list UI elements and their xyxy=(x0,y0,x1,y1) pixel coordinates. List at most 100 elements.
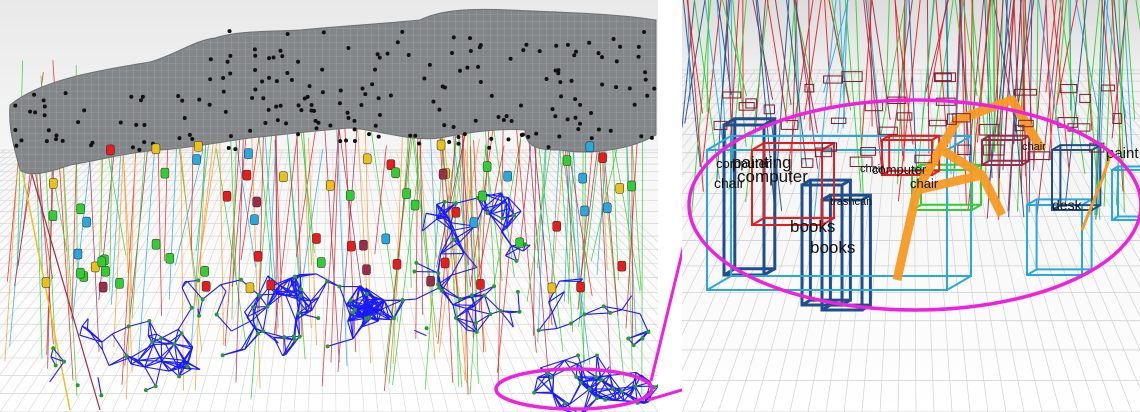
mesh-edge xyxy=(137,341,153,361)
mesh-edge xyxy=(276,288,302,295)
ceiling-node xyxy=(589,111,594,116)
mesh-node xyxy=(364,291,369,296)
ceiling-node xyxy=(557,134,562,139)
floor-grid-line xyxy=(502,149,658,344)
mesh-edge xyxy=(300,273,317,276)
mesh-edge xyxy=(258,293,277,296)
connection-line xyxy=(597,120,612,391)
mesh-edge xyxy=(173,333,183,345)
ceiling-node xyxy=(225,59,230,64)
object-node xyxy=(242,169,252,181)
ceiling-node xyxy=(226,146,231,151)
zoom-connection-line xyxy=(1082,0,1101,220)
mesh-edge xyxy=(451,266,477,276)
ceiling-node xyxy=(618,44,623,49)
ceiling-node xyxy=(280,54,285,59)
object-node xyxy=(562,155,572,166)
ceiling-node xyxy=(408,133,413,138)
zoom-connection-line xyxy=(755,0,776,213)
ceiling-node xyxy=(187,132,192,137)
ceiling-node xyxy=(504,114,509,119)
small-object-box xyxy=(1027,151,1051,161)
mesh-edge xyxy=(144,366,170,372)
ceiling-node xyxy=(473,118,478,123)
floor-grid-line xyxy=(351,149,379,412)
mesh-edge xyxy=(414,329,427,337)
object-node xyxy=(252,196,261,208)
ceiling-node xyxy=(221,76,226,81)
mesh-edge xyxy=(603,305,623,311)
mesh-edge xyxy=(350,286,360,301)
mesh-edge xyxy=(262,306,268,332)
ceiling-node xyxy=(137,147,142,152)
ceiling-node xyxy=(54,133,59,138)
mesh-edge xyxy=(148,333,157,337)
ceiling-node xyxy=(370,82,375,87)
zoom-connection-line xyxy=(1118,0,1125,213)
floor-grid-line xyxy=(237,149,289,412)
object-node xyxy=(585,141,595,153)
ceiling-node xyxy=(574,49,579,54)
mesh-edge xyxy=(511,245,517,262)
floor-grid-line xyxy=(521,149,658,303)
ceiling-node xyxy=(352,139,357,144)
zoom-floor-line xyxy=(789,69,864,412)
zoom-connection-line xyxy=(774,0,792,105)
floor-grid-line xyxy=(0,149,163,359)
small-object-box xyxy=(849,156,873,167)
mesh-edge xyxy=(501,230,513,247)
mesh-node xyxy=(337,284,342,289)
ceiling-node xyxy=(406,52,411,57)
zoom-connection-line xyxy=(823,0,849,93)
mesh-edge xyxy=(450,222,461,243)
ceiling-node xyxy=(271,55,276,60)
mesh-edge xyxy=(452,304,457,318)
floor-grid-line xyxy=(376,149,435,412)
connection-line xyxy=(273,98,302,336)
floor-grid-line xyxy=(97,149,226,412)
mesh-edge xyxy=(86,318,89,329)
ceiling-node xyxy=(553,114,558,119)
floor-grid-line xyxy=(0,149,144,316)
ceiling-node xyxy=(352,118,357,123)
ceiling-node xyxy=(524,42,529,47)
object-node xyxy=(478,190,487,202)
mesh-edge xyxy=(584,312,611,315)
small-object-box xyxy=(1101,84,1115,92)
ceiling-node xyxy=(346,46,351,51)
ceiling-node xyxy=(573,97,578,102)
mesh-node xyxy=(532,390,537,395)
mesh-edge xyxy=(474,294,485,306)
object-node xyxy=(515,237,524,249)
ceiling-node xyxy=(614,85,619,90)
ceiling-node xyxy=(207,102,212,107)
mesh-edge xyxy=(374,297,391,320)
zoom-connection-line xyxy=(706,0,710,113)
mesh-edge xyxy=(500,310,514,328)
mesh-edge xyxy=(501,208,511,232)
zoomed-detail-view: painting chair computer books books tras… xyxy=(682,0,1140,412)
mesh-edge xyxy=(354,286,360,310)
mesh-edge xyxy=(509,312,514,328)
mesh-edge xyxy=(318,281,328,298)
connection-line xyxy=(558,140,574,333)
zoom-detail-ellipse xyxy=(687,98,1140,312)
mesh-edge xyxy=(338,286,347,305)
mesh-edge xyxy=(569,388,590,405)
connection-line xyxy=(218,114,225,346)
zoom-floor-line xyxy=(1086,69,1140,141)
ceiling-node xyxy=(63,91,68,96)
mesh-node xyxy=(126,324,131,329)
mesh-edge xyxy=(298,313,301,337)
floor-grid-line xyxy=(0,149,94,235)
mesh-node xyxy=(576,353,581,358)
mesh-node xyxy=(437,285,442,290)
mesh-edge xyxy=(583,392,593,412)
object-node xyxy=(151,143,161,155)
mesh-edge xyxy=(298,289,302,314)
zoom-connection-lines xyxy=(682,0,1140,220)
label-desk: desk xyxy=(1052,197,1083,213)
zoom-floor-line xyxy=(985,69,1097,412)
mesh-node xyxy=(179,331,184,336)
mesh-edge xyxy=(152,341,175,345)
